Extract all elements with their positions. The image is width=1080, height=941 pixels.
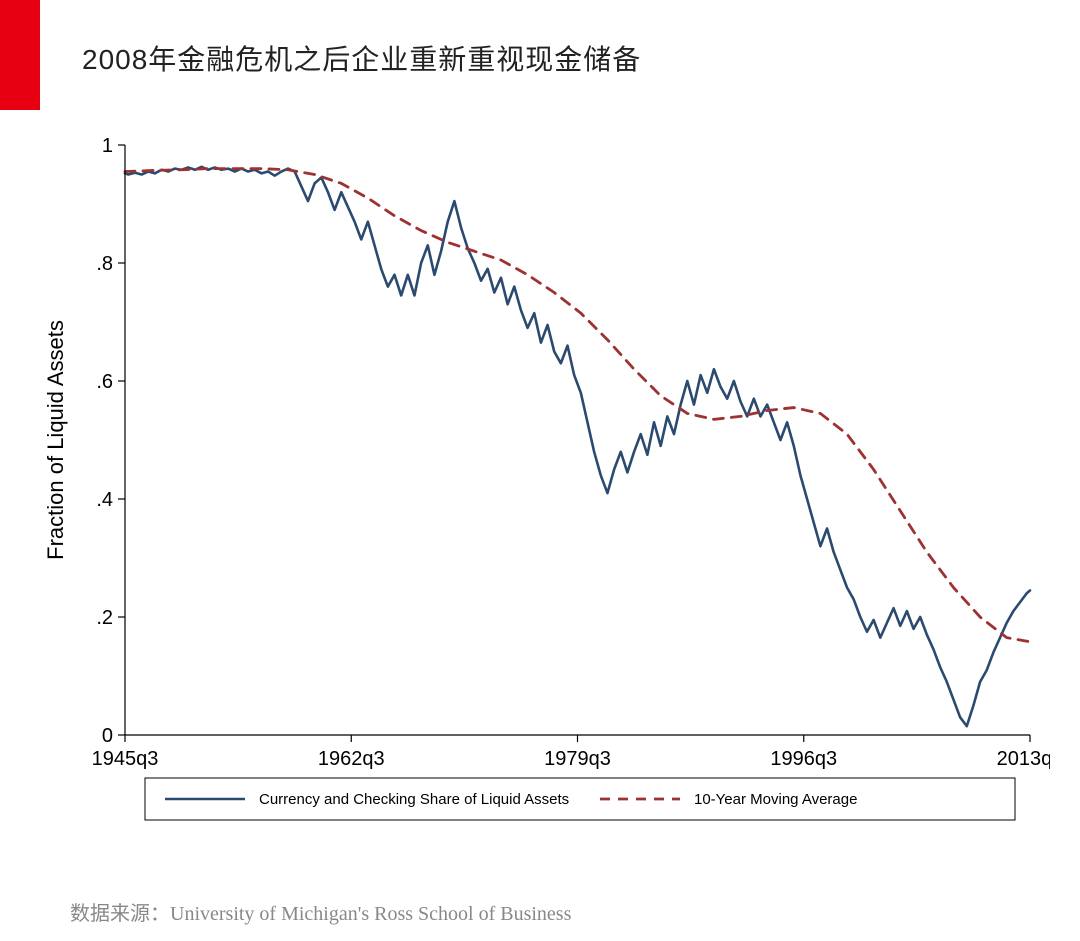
svg-text:1962q3: 1962q3: [318, 748, 385, 770]
accent-block: [0, 0, 40, 110]
svg-text:.8: .8: [96, 253, 113, 275]
svg-text:0: 0: [102, 725, 113, 747]
header: 2008年金融危机之后企业重新重视现金储备: [0, 0, 1080, 110]
svg-text:Currency and Checking Share of: Currency and Checking Share of Liquid As…: [259, 791, 569, 808]
svg-text:1996q3: 1996q3: [770, 748, 837, 770]
page-title: 2008年金融危机之后企业重新重视现金储备: [82, 38, 641, 78]
svg-text:1979q3: 1979q3: [544, 748, 611, 770]
svg-text:2013q3: 2013q3: [997, 748, 1050, 770]
line-chart: 0 .2 .4 .6 .8 1 1945q3 1962q3 1979q3 1996q3 2013q3…: [30, 130, 1050, 850]
svg-text:10-Year Moving Average: 10-Year Moving Average: [694, 791, 857, 808]
chart-container: 0 .2 .4 .6 .8 1 1945q3 1962q3 1979q3 1996q3 2013q3…: [30, 130, 1050, 850]
svg-text:.2: .2: [96, 607, 113, 629]
data-source-caption: 数据来源：University of Michigan's Ross Schoo…: [70, 897, 571, 926]
svg-text:.6: .6: [96, 371, 113, 393]
svg-text:Fraction of Liquid Assets: Fraction of Liquid Assets: [43, 320, 68, 560]
svg-text:1945q3: 1945q3: [92, 748, 159, 770]
svg-text:.4: .4: [96, 489, 113, 511]
svg-text:1: 1: [102, 135, 113, 157]
